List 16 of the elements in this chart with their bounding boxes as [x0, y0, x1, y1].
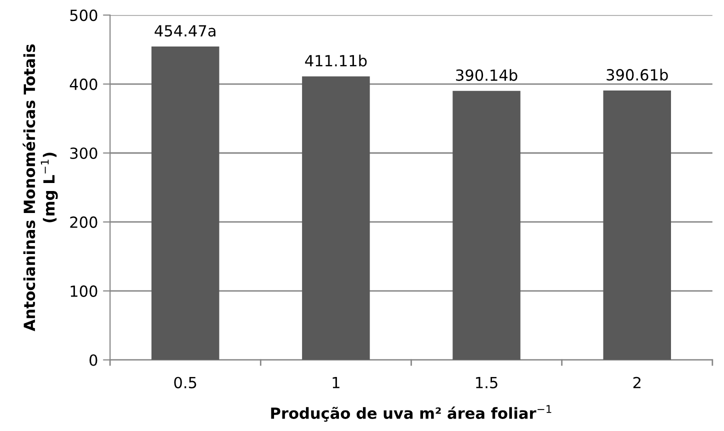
data-label: 411.11b [305, 54, 367, 66]
x-tick-label: 2 [633, 376, 640, 388]
y-tick-label: 100 [70, 285, 98, 297]
y-tick-label: 200 [70, 216, 98, 228]
data-label: 390.14b [456, 69, 518, 81]
y-tick-label: 500 [70, 10, 98, 22]
y-tick-label: 0 [90, 354, 98, 366]
y-axis-title: Antocianinas Monoméricas Totais (mg L$^{−1}$) [22, 44, 58, 332]
x-tick-label: 0.5 [174, 376, 196, 388]
data-label: 390.61b [606, 68, 668, 81]
x-tick-label: 1 [332, 377, 340, 388]
y-tick-label: 400 [70, 78, 98, 90]
x-axis-title: Produção de uva m² área foliar$^{−1}$ [271, 405, 552, 422]
x-tick-label: 1.5 [476, 377, 498, 388]
data-label: 454.47a [154, 25, 216, 37]
y-tick-label: 300 [70, 147, 98, 160]
